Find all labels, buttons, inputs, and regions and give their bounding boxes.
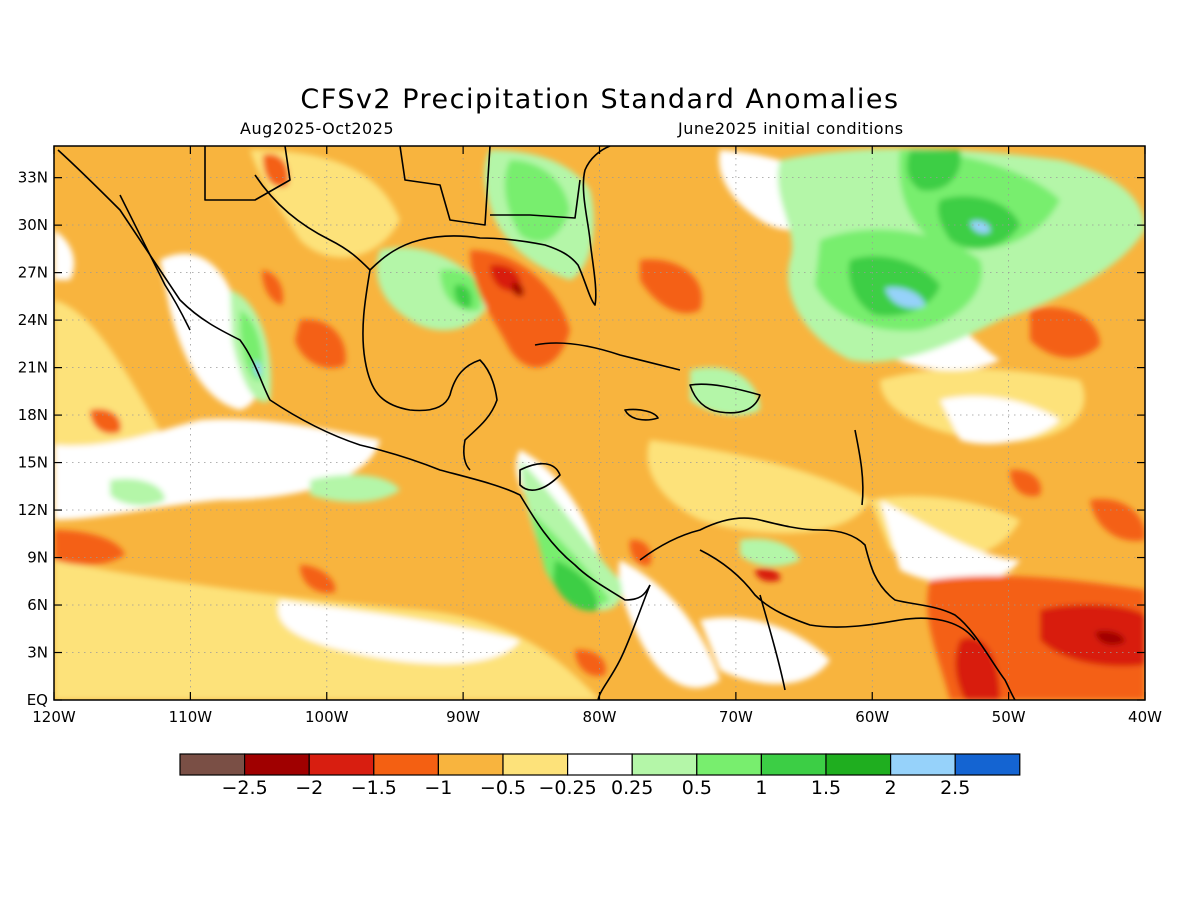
colorbar-swatch: [373, 753, 439, 776]
y-tick-label: 12N: [18, 501, 48, 519]
dry-atlantic-max: [1095, 630, 1125, 645]
wet-pacific-spot-2: [310, 474, 400, 502]
dry-new-mexico: [262, 154, 289, 187]
dry-mexico: [295, 319, 346, 369]
x-tick-label: 50W: [992, 708, 1026, 726]
colorbar-label: −0.25: [538, 777, 596, 799]
dry-pacific-west: [54, 530, 125, 565]
colorbar-label: −0.5: [480, 777, 526, 799]
wet-atlantic-max-2: [970, 220, 991, 234]
wet-panama: [553, 560, 599, 611]
neutral-atlantic-2: [940, 396, 1060, 444]
dry-pacific-spot-2: [300, 565, 336, 593]
wet-gulf-west: [376, 247, 490, 331]
dry-atlantic-east: [1030, 307, 1100, 358]
colorbar-swatch: [954, 753, 1021, 776]
y-tick-label: 15N: [18, 454, 48, 472]
neutral-colombia: [618, 560, 720, 688]
wet-atlantic-core-3: [907, 150, 961, 191]
wet-central-america: [520, 460, 622, 611]
colorbar-label: −2: [295, 777, 323, 799]
wet-atlantic-max: [885, 287, 925, 309]
y-tick-label: EQ: [27, 691, 48, 709]
x-tick-label: 90W: [446, 708, 480, 726]
y-tick-label: 3N: [27, 644, 48, 662]
colorbar-swatch: [502, 753, 569, 776]
x-tick-label: 40W: [1128, 708, 1162, 726]
colorbar-swatch: [308, 753, 375, 776]
colorbar-label: −1.5: [351, 777, 397, 799]
colorbar: −2.5 −2 −1.5 −1 −0.5 −0.25 0.25 0.5 1 1.5 2 2.5: [179, 753, 1021, 799]
colorbar-label: −1: [424, 777, 452, 799]
colorbar-swatch: [760, 753, 827, 776]
colorbar-swatch: [244, 753, 310, 776]
wet-mexico-max: [254, 360, 262, 378]
x-tick-label: 60W: [855, 708, 889, 726]
initial-conditions: June2025 initial conditions: [678, 119, 904, 138]
forecast-period: Aug2025-Oct2025: [240, 119, 395, 138]
wet-costa-rica: [530, 510, 610, 606]
colorbar-swatch: [696, 753, 762, 776]
map-field: [54, 146, 1145, 700]
wet-pacific-spot: [110, 478, 165, 506]
colorbar-label: 2: [885, 777, 897, 799]
dry-pacific-spot: [90, 408, 121, 434]
wet-georgia: [504, 160, 570, 242]
colorbar-label: 0.5: [682, 777, 712, 799]
y-tick-label: 18N: [18, 406, 48, 424]
anomaly-field: [54, 148, 1145, 700]
shade-pacific-north: [54, 300, 160, 451]
latitude-axis: EQ 3N 6N 9N 12N 15N 18N 21N 24N 27N 30N 33N: [18, 169, 1145, 709]
x-tick-label: 70W: [719, 708, 753, 726]
dry-colombia-north: [629, 539, 652, 566]
x-tick-label: 110W: [169, 708, 213, 726]
colorbar-swatch: [437, 753, 504, 776]
colorbar-swatch: [889, 753, 956, 776]
dry-french-guiana: [955, 637, 1000, 700]
y-tick-label: 30N: [18, 216, 48, 234]
y-tick-label: 9N: [27, 549, 48, 567]
colorbar-label: 0.25: [611, 777, 653, 799]
x-tick-label: 80W: [583, 708, 617, 726]
neutral-west-edge: [54, 230, 75, 280]
y-tick-label: 33N: [18, 169, 48, 187]
neutral-venezuela: [700, 617, 830, 684]
colorbar-label: 1: [755, 777, 767, 799]
colorbar-swatch: [566, 753, 633, 776]
y-tick-label: 6N: [27, 596, 48, 614]
dry-gulf-max: [511, 282, 524, 297]
colorbar-swatch: [825, 753, 892, 776]
colorbar-label: −2.5: [222, 777, 268, 799]
neutral-atlantic-3: [880, 500, 1020, 584]
y-tick-label: 27N: [18, 264, 48, 282]
map-title: CFSv2 Precipitation Standard Anomalies: [300, 84, 900, 115]
x-tick-label: 100W: [305, 708, 349, 726]
x-tick-label: 120W: [32, 708, 76, 726]
colorbar-swatch: [631, 753, 698, 776]
dry-atlantic-equator: [1040, 604, 1145, 667]
dry-atlantic-spot: [1010, 469, 1041, 497]
colorbar-label: 1.5: [811, 777, 841, 799]
neutral-baja: [160, 253, 259, 410]
colorbar-swatch: [179, 753, 246, 776]
y-tick-label: 24N: [18, 311, 48, 329]
colorbar-label: 2.5: [940, 777, 970, 799]
wet-hispaniola: [690, 367, 760, 416]
y-tick-label: 21N: [18, 359, 48, 377]
dry-colombia-spot: [575, 649, 606, 677]
dry-venezuela-spot: [755, 568, 781, 582]
dry-atlantic-low: [1090, 499, 1145, 541]
dry-mexico-north: [262, 270, 284, 305]
longitude-axis: 120W 110W 100W 90W 80W 70W 60W 50W 40W: [32, 146, 1162, 726]
neutral-pacific-equator: [278, 600, 520, 664]
coastlines: [57, 146, 1016, 700]
lat-lon-grid: [54, 146, 1145, 700]
wet-venezuela-coast: [740, 538, 800, 567]
